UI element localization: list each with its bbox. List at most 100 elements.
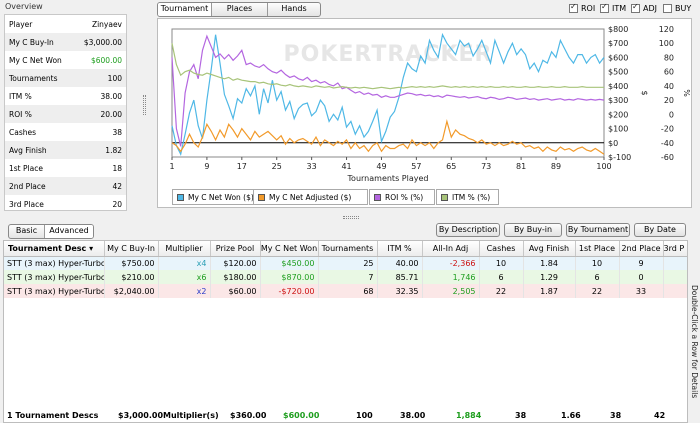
x-tick-label: 49 [376,162,386,171]
adj-checkbox[interactable] [631,2,640,13]
col-cashes[interactable]: Cashes [479,241,524,257]
legend-label: My C Net Won ($) [188,192,254,202]
y-left-tick-label: $600 [608,53,628,62]
col-multiplier[interactable]: Multiplier [158,241,211,257]
col-allin-adj[interactable]: All-In Adj [422,241,480,257]
col-itm[interactable]: ITM % [377,241,423,257]
cell: -2,366 [422,256,480,270]
stat-value: Zinyaev [91,19,122,29]
stat-label: My C Buy-In [9,37,54,47]
buy-toggle[interactable]: BUY [663,4,691,13]
col-3rd-place[interactable]: 3rd P [663,241,687,257]
cell: $2,040.00 [104,284,159,298]
adj-toggle[interactable]: ADJ [631,2,657,13]
y-left-tick-label: $400 [608,82,628,91]
roi-toggle[interactable]: ROI [569,2,596,13]
overview-title: Overview [5,2,43,11]
cell: 33 [619,284,664,298]
stat-label: ITM % [9,91,32,101]
cell: 1.29 [523,270,576,284]
itm-toggle[interactable]: ITM [600,2,627,13]
y-left-tick-label: $200 [608,110,628,119]
cell: $60.00 [210,284,261,298]
tab-tournament[interactable]: Tournament [158,3,212,16]
col-tournament-desc[interactable]: Tournament Desc ▾ [4,241,105,257]
series-line-0 [171,32,605,156]
overview-row: Avg Finish 1.82 [5,141,126,159]
col-net-won[interactable]: My C Net Won [260,241,319,257]
stat-value: 18 [112,163,122,173]
x-tick-label: 33 [307,162,317,171]
group-by-buyin-button[interactable]: By Buy-in [504,223,562,237]
horizontal-splitter[interactable] [343,216,359,219]
overview-panel: Overview Player Zinyaev My C Buy-In $3,000… [0,0,150,212]
tab-hands[interactable]: Hands [281,4,307,13]
buy-label: BUY [675,4,692,13]
chart-tabs: Tournament Places Hands [157,2,321,17]
y-left-tick-label: $700 [608,39,628,48]
cell: 1,746 [422,270,480,284]
legend-label: My C Net Adjusted ($) [269,192,352,202]
group-by-tournament-button[interactable]: By Tournament [566,223,630,237]
stat-label: 2nd Place [9,181,46,191]
y-left-tick-label: $300 [608,96,628,105]
tab-advanced[interactable]: Advanced [45,225,93,238]
cell [663,256,687,270]
stat-label: Tournaments [9,73,58,83]
cell: $180.00 [210,270,261,284]
chart-svg: POKERTRACKER 1 9 17 25 33 41 49 57 65 73 81 89 100 Tou… [169,25,691,183]
tab-basic[interactable]: Basic [9,225,45,238]
x-tick-label: 57 [411,162,421,171]
group-by-date-button[interactable]: By Date [634,223,686,237]
y-right-tick-label: 20 [664,96,674,105]
table-row[interactable]: STT (3 max) Hyper-Turbo $2,040.00 x2 $60… [4,284,687,298]
cell: x6 [158,270,211,284]
total-multiplier: Multiplier(s) [163,411,219,420]
stat-label: 1st Place [9,163,43,173]
cell: 9 [619,256,664,270]
itm-checkbox[interactable] [600,2,609,13]
cell: 25 [318,256,378,270]
y-right-tick-label: 120 [659,25,674,34]
table-row[interactable]: STT (3 max) Hyper-Turbo $750.00 x4 $120.… [4,256,687,270]
y-left-tick-label: $100 [608,125,628,134]
buy-checkbox[interactable] [663,4,672,13]
view-tabs: Basic Advanced [8,224,94,239]
stat-label: 3rd Place [9,199,44,209]
group-by-description-button[interactable]: By Description [436,223,500,237]
stat-label: Avg Finish [9,145,47,155]
tab-places[interactable]: Places [212,3,268,16]
legend-net-adjusted: My C Net Adjusted ($) [253,189,368,205]
results-grid: Tournament Desc ▾ My C Buy-In Multiplier… [4,241,687,298]
col-1st-place[interactable]: 1st Place [575,241,620,257]
tournament-table: Tournament Desc ▾ My C Buy-In Multiplier… [3,240,688,423]
cell: 10 [479,256,524,270]
col-2nd-place[interactable]: 2nd Place [619,241,664,257]
y-left-tick-label: $0 [608,139,618,148]
legend-net-won: My C Net Won ($) [172,189,276,205]
cell: STT (3 max) Hyper-Turbo [4,270,105,284]
legend-swatch [177,193,184,201]
col-avg-finish[interactable]: Avg Finish [523,241,576,257]
cell [663,270,687,284]
legend-swatch [258,193,265,201]
roi-checkbox[interactable] [569,2,578,13]
y-right-tick-label: 40 [664,82,674,91]
y-right-tick-label: -40 [661,139,674,148]
total-1st-place: 38 [610,411,622,420]
legend-label: ROI % (%) [385,192,424,202]
overview-stats: Player Zinyaev My C Buy-In $3,000.00 My C … [4,14,127,211]
stat-value: 1.82 [105,145,122,155]
col-buy-in[interactable]: My C Buy-In [104,241,159,257]
cell: x2 [158,284,211,298]
vertical-splitter[interactable] [143,95,146,115]
cell: 2,505 [422,284,480,298]
double-click-hint: Double-Click a Row for Details [690,285,699,399]
x-tick-label: 1 [169,162,174,171]
itm-label: ITM [612,4,627,13]
col-prize-pool[interactable]: Prize Pool [210,241,261,257]
total-allin-adj: 1,884 [456,411,482,420]
col-tournaments[interactable]: Tournaments [318,241,378,257]
roi-label: ROI [581,4,596,13]
table-row[interactable]: STT (3 max) Hyper-Turbo $210.00 x6 $180.… [4,270,687,284]
